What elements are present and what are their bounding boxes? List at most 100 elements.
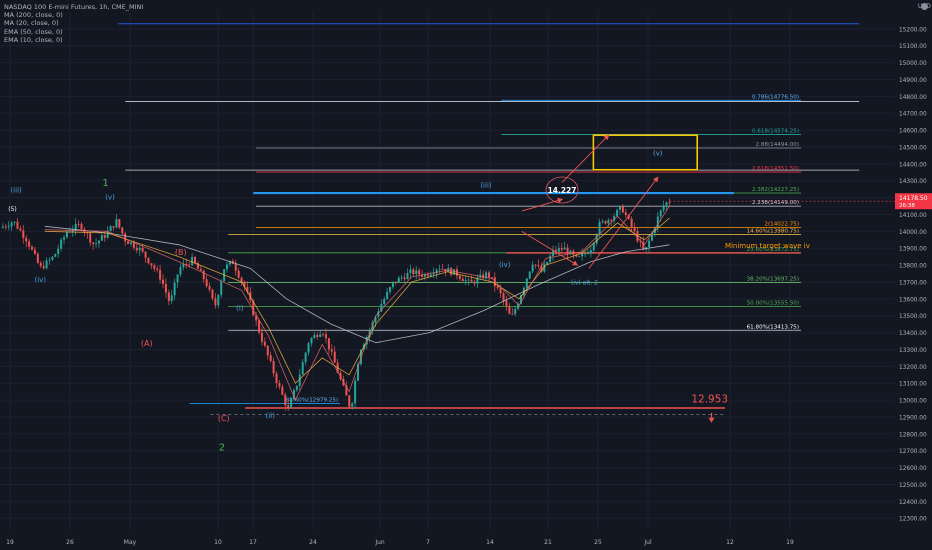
candle-body [246,286,249,292]
y-tick-label: 14100.00 [899,213,927,219]
candle-body [310,338,313,344]
candle-body [435,269,438,274]
candle-body [121,227,124,234]
candle-body [45,260,48,269]
candle-body [575,254,578,257]
candle-body [592,243,595,251]
candle-body [505,300,508,307]
candle-body [409,269,412,273]
candle-body [502,293,505,301]
candle-body [618,206,621,210]
candle-body [423,274,426,277]
candle-body [633,227,636,232]
candle-body [292,390,295,400]
indicator-ema-10[interactable]: EMA (10, close, 0) [4,35,63,44]
last-price-tag [895,193,932,210]
candle-body [301,362,304,375]
candle-body [453,269,456,275]
y-tick-label: 13200.00 [899,365,927,371]
wave-label: 1 [102,178,108,189]
candle-body [595,234,598,244]
candle-body [129,242,132,244]
candle-body [589,250,592,254]
wave-label: (A) [141,339,153,348]
level-label: 2(14022.75) [764,222,799,228]
indicator-ma-200[interactable]: MA (200, close, 0) [4,11,63,20]
chart-legend: NASDAQ 100 E-mini Futures, 1h, CME_MINI … [4,3,143,44]
candle-body [648,240,651,247]
candle-body [103,235,106,238]
candle-body [391,281,394,288]
projection-arrow [521,230,579,266]
candle-body [185,264,188,265]
candle-body [150,263,153,266]
candle-body [266,345,269,356]
level-label: 0.786(14776.50) [752,94,799,100]
candle-body [237,270,240,278]
candle-body [601,221,604,223]
candle-body [89,233,92,243]
candle-body [520,295,523,304]
candle-body [13,221,16,223]
candle-body [621,206,624,213]
bar-countdown: 26:38 [899,203,915,209]
alert-icon[interactable] [921,3,928,10]
candle-body [112,226,115,228]
candle-body [65,232,68,238]
candle-body [665,202,668,206]
time-axis-background [0,530,932,550]
candle-body [164,283,167,293]
candle-body [295,385,298,391]
symbol-title[interactable]: NASDAQ 100 E-mini Futures, 1h, CME_MINI [4,3,144,11]
candle-body [403,277,406,280]
candle-body [4,226,7,228]
minimum-target-label: Minimum target wave iv [725,242,810,250]
candle-body [77,223,80,225]
candle-body [304,352,307,363]
candle-body [48,259,51,261]
candle-body [552,249,555,256]
indicator-ma-20[interactable]: MA (20, close, 0) [4,19,59,28]
candle-body [461,278,464,282]
candle-body [179,267,182,275]
x-tick-label: 12 [726,539,734,546]
candle-body [28,241,31,247]
candle-body [482,274,485,279]
candle-body [604,221,607,224]
candle-body [572,250,575,255]
candle-body [287,405,290,409]
x-tick-label: 17 [249,539,257,546]
y-tick-label: 14400.00 [899,162,927,168]
y-tick-label: 14000.00 [899,230,927,236]
candle-body [199,268,202,271]
candle-body [581,253,584,257]
candle-body [188,264,191,266]
candle-body [278,383,281,387]
wave-label: (C) [218,414,230,423]
candle-body [624,212,627,216]
candle-body [173,282,176,296]
candle-body [642,241,645,250]
candle-body [418,270,421,275]
projection-arrow [561,134,610,183]
candle-body [97,240,100,244]
candle-body [284,394,287,406]
wave-label: (v) [653,149,663,157]
y-tick-label: 12300.00 [899,517,927,523]
candle-body [217,294,220,306]
candle-body [447,267,450,272]
candle-body [487,272,490,278]
candle-body [51,256,54,260]
candle-body [170,295,173,301]
y-tick-label: 14600.00 [899,129,927,135]
indicator-ema-50[interactable]: EMA (50, close, 0) [4,27,63,36]
candle-body [281,386,284,395]
candle-body [394,281,397,283]
y-tick-label: 12400.00 [899,500,927,506]
candle-body [202,270,205,280]
candle-body [208,286,211,290]
candle-body [211,289,214,299]
candle-body [234,263,237,271]
